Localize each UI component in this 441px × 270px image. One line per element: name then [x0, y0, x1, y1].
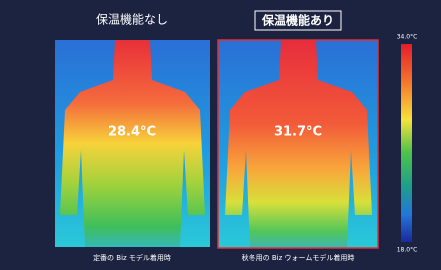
- thermal-comparison: 保温機能なし 28.4°C 定番の Biz モデル着用時 保温機能あり 31.7…: [0, 0, 441, 270]
- color-scale: [401, 44, 412, 242]
- scale-min: 18.0°C: [397, 247, 418, 254]
- panel-title: 保温機能あり: [261, 13, 334, 28]
- temperature: 31.7°C: [274, 125, 322, 140]
- temperature: 28.4°C: [108, 125, 156, 140]
- panel-title: 保温機能なし: [96, 12, 168, 27]
- caption: 秋冬用の Biz ウォームモデル着用時: [242, 253, 355, 262]
- scale-max: 34.0°C: [397, 34, 418, 41]
- caption: 定番の Biz モデル着用時: [93, 253, 171, 262]
